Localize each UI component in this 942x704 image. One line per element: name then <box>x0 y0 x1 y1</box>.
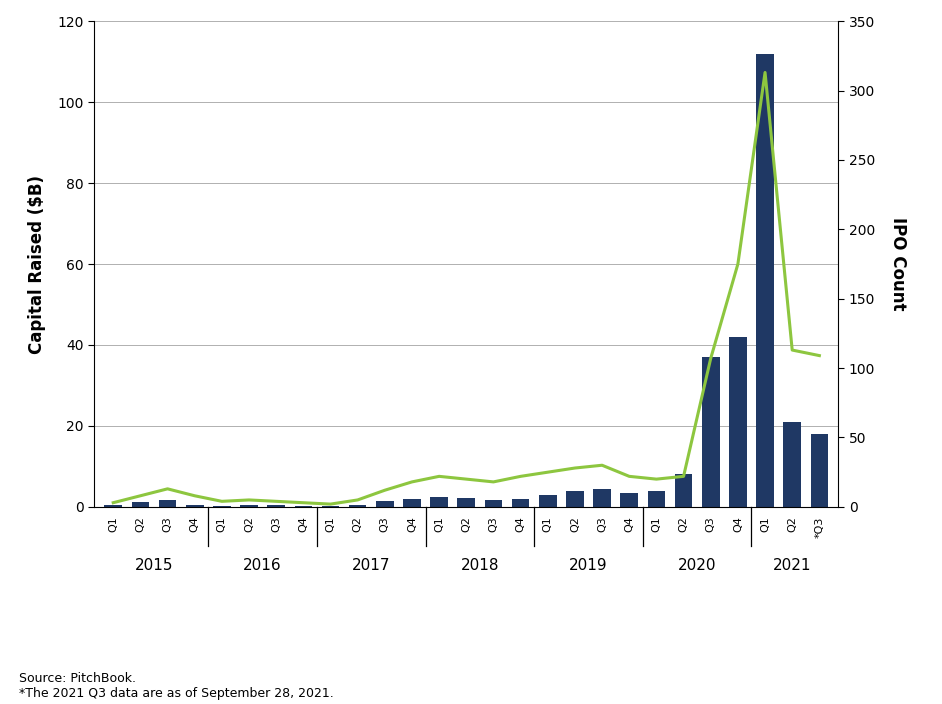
Bar <box>729 337 747 507</box>
Text: 2017: 2017 <box>352 558 391 572</box>
Y-axis label: Capital Raised ($B): Capital Raised ($B) <box>28 175 46 353</box>
Bar <box>593 489 611 507</box>
Bar <box>810 434 828 507</box>
Bar <box>566 491 584 507</box>
Bar <box>240 505 258 507</box>
Text: Source: PitchBook.
*The 2021 Q3 data are as of September 28, 2021.: Source: PitchBook. *The 2021 Q3 data are… <box>19 672 333 700</box>
Bar <box>674 474 692 507</box>
Bar <box>105 505 122 507</box>
Bar <box>784 422 801 507</box>
Bar <box>756 54 774 507</box>
Text: 2018: 2018 <box>461 558 499 572</box>
Bar <box>539 495 557 507</box>
Text: 2021: 2021 <box>773 558 811 572</box>
Bar <box>458 498 475 507</box>
Bar <box>702 357 720 507</box>
Legend: Capital Raised, IPO Count: Capital Raised, IPO Count <box>317 699 615 704</box>
Bar <box>647 491 665 507</box>
Bar <box>512 498 529 507</box>
Text: 2016: 2016 <box>243 558 282 572</box>
Text: 2020: 2020 <box>678 558 717 572</box>
Bar <box>158 500 176 507</box>
Bar <box>430 497 448 507</box>
Bar <box>349 505 366 507</box>
Text: 2015: 2015 <box>135 558 173 572</box>
Bar <box>321 505 339 507</box>
Y-axis label: IPO Count: IPO Count <box>889 218 907 310</box>
Text: 2019: 2019 <box>569 558 608 572</box>
Bar <box>268 505 285 507</box>
Bar <box>376 501 394 507</box>
Bar <box>213 505 231 507</box>
Bar <box>484 500 502 507</box>
Bar <box>403 498 421 507</box>
Bar <box>186 505 203 507</box>
Bar <box>621 493 638 507</box>
Bar <box>132 502 149 507</box>
Bar <box>295 506 312 507</box>
